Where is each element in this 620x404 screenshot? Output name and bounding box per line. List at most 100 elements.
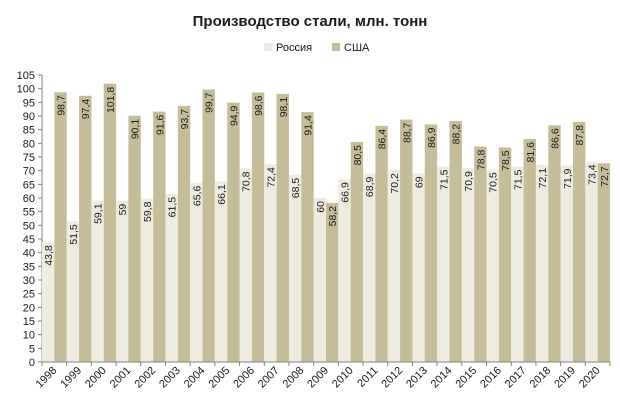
data-label-usa-2009: 58,2 (327, 206, 339, 227)
bar-russia-2004 (190, 182, 203, 362)
data-label-usa-1999: 97,4 (80, 99, 92, 120)
x-tick-label-2002: 2002 (132, 365, 158, 391)
bar-usa-2013 (424, 124, 438, 363)
data-label-russia-2016: 70,5 (488, 172, 500, 193)
y-tick-label: 85 (23, 125, 35, 137)
y-tick-label: 30 (23, 275, 35, 287)
bars (41, 83, 611, 363)
x-tick-label-2012: 2012 (379, 365, 405, 391)
data-label-usa-2018: 86,6 (549, 128, 561, 149)
x-tick-label-2013: 2013 (404, 365, 430, 391)
data-label-russia-2013: 69 (414, 176, 426, 188)
bar-usa-2001 (128, 115, 141, 362)
y-tick-label: 0 (29, 357, 35, 369)
data-label-usa-2012: 88,7 (401, 122, 413, 143)
data-label-russia-2003: 61,5 (167, 197, 179, 218)
y-tick-label: 15 (23, 316, 35, 328)
legend: Россия США (264, 42, 370, 54)
data-label-russia-2006: 70,8 (241, 171, 253, 192)
bar-russia-1999 (66, 221, 80, 362)
bar-usa-2002 (153, 111, 166, 362)
y-tick-label: 25 (23, 289, 35, 301)
y-tick-label: 90 (23, 111, 35, 123)
legend-swatch-0 (264, 43, 272, 51)
y-tick-label: 10 (23, 330, 35, 342)
bar-russia-2017 (511, 166, 524, 362)
legend-label-0: Россия (276, 42, 312, 54)
bar-usa-2015 (474, 146, 487, 362)
x-axis: 1998199920002001200220032004200520062007… (34, 361, 611, 391)
data-label-russia-2012: 70,2 (389, 173, 401, 194)
y-tick-label: 60 (23, 193, 35, 205)
bar-russia-2012 (387, 170, 401, 362)
bar-usa-2014 (449, 120, 462, 362)
y-tick-label: 75 (23, 152, 35, 164)
bar-russia-2020 (585, 161, 598, 362)
data-label-usa-2014: 88,2 (451, 124, 463, 145)
y-tick-label: 105 (17, 70, 35, 82)
x-tick-label-2011: 2011 (355, 365, 380, 390)
x-tick-label-1999: 1999 (58, 365, 84, 391)
data-label-russia-2002: 59,8 (142, 201, 154, 222)
y-tick-label: 40 (23, 248, 35, 260)
x-tick-label-2015: 2015 (453, 365, 479, 391)
bar-usa-2010 (350, 141, 364, 362)
data-label-usa-2006: 98,6 (253, 95, 265, 116)
data-label-russia-2015: 70,9 (463, 171, 475, 192)
data-label-usa-2017: 81,6 (525, 142, 537, 163)
bar-russia-2006 (239, 168, 252, 362)
bar-usa-2007 (276, 93, 290, 363)
y-tick-label: 5 (29, 343, 35, 355)
bar-russia-1998 (41, 242, 55, 362)
bar-usa-2003 (177, 105, 191, 363)
legend-swatch-1 (332, 43, 340, 51)
data-label-russia-2009: 60 (315, 201, 327, 213)
bar-usa-2008 (301, 112, 314, 362)
bar-usa-2012 (400, 119, 413, 362)
data-label-usa-2019: 87,8 (574, 125, 586, 146)
y-tick-label: 95 (23, 97, 35, 109)
data-label-usa-2000: 101,8 (105, 87, 117, 113)
bar-usa-1998 (54, 92, 67, 362)
bar-russia-2008 (288, 174, 302, 362)
bar-usa-2019 (572, 122, 586, 362)
x-tick-label-2004: 2004 (182, 365, 208, 391)
data-label-usa-2013: 86,9 (426, 127, 438, 148)
data-label-russia-2001: 59 (117, 204, 129, 216)
y-tick-label: 80 (23, 138, 35, 150)
bar-russia-2015 (461, 168, 475, 362)
bar-russia-2001 (116, 200, 129, 362)
data-label-russia-2000: 59,1 (93, 203, 105, 224)
data-label-usa-2007: 98,1 (278, 97, 290, 118)
bar-russia-2010 (338, 179, 351, 362)
x-tick-label-2005: 2005 (207, 365, 233, 391)
data-label-russia-2004: 65,6 (191, 186, 203, 207)
x-tick-label-2016: 2016 (478, 365, 504, 391)
bar-usa-2004 (202, 89, 215, 362)
y-tick-label: 65 (23, 179, 35, 191)
x-tick-label-2001: 2001 (108, 365, 134, 391)
bar-usa-2005 (227, 102, 240, 363)
data-label-russia-2019: 71,9 (562, 168, 574, 189)
y-tick-label: 50 (23, 220, 35, 232)
x-tick-label-2018: 2018 (528, 365, 554, 391)
bar-russia-2018 (535, 164, 549, 362)
data-label-russia-2018: 72,1 (537, 168, 549, 189)
bar-russia-2011 (362, 173, 376, 362)
chart-title: Производство стали, млн. тонн (193, 13, 428, 30)
bar-russia-2014 (437, 166, 450, 362)
data-label-russia-2008: 68,5 (290, 178, 302, 199)
bar-usa-2000 (103, 83, 117, 362)
data-label-usa-1998: 98,7 (56, 95, 68, 116)
data-label-russia-2020: 73,4 (586, 164, 598, 185)
data-label-usa-2010: 80,5 (352, 145, 364, 166)
x-tick-label-1998: 1998 (34, 365, 60, 391)
bar-usa-2020 (597, 163, 611, 362)
y-tick-label: 45 (23, 234, 35, 246)
data-label-russia-2014: 71,5 (438, 169, 450, 190)
y-tick-label: 100 (17, 84, 35, 96)
data-label-usa-2004: 99,7 (204, 92, 216, 113)
bar-usa-2018 (548, 125, 561, 362)
x-tick-label-2019: 2019 (552, 365, 578, 391)
